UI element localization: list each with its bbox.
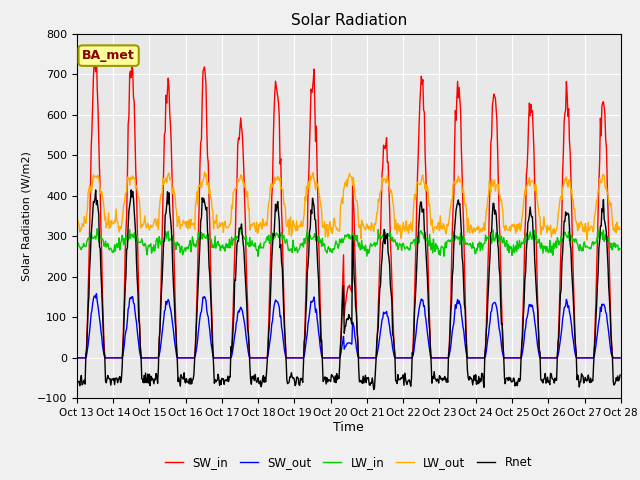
- LW_in: [223, 241, 230, 247]
- LW_out: [415, 181, 423, 187]
- Line: Rnet: Rnet: [77, 190, 620, 390]
- SW_out: [140, 355, 147, 361]
- Rnet: [195, 275, 202, 281]
- SW_in: [73, 355, 81, 361]
- LW_in: [432, 241, 440, 247]
- Rnet: [416, 205, 424, 211]
- LW_out: [194, 202, 202, 208]
- Rnet: [432, 376, 440, 382]
- Line: SW_out: SW_out: [77, 294, 620, 358]
- SW_in: [223, 355, 231, 361]
- SW_in: [431, 355, 439, 361]
- LW_out: [431, 224, 439, 229]
- SW_out: [431, 355, 439, 361]
- SW_in: [415, 123, 423, 129]
- LW_in: [416, 229, 424, 235]
- SW_in: [195, 228, 202, 234]
- Legend: SW_in, SW_out, LW_in, LW_out, Rnet: SW_in, SW_out, LW_in, LW_out, Rnet: [161, 452, 537, 474]
- LW_in: [83, 240, 90, 245]
- LW_out: [583, 237, 591, 243]
- Y-axis label: Solar Radiation (W/m2): Solar Radiation (W/m2): [21, 151, 31, 281]
- Title: Solar Radiation: Solar Radiation: [291, 13, 407, 28]
- LW_out: [223, 225, 231, 230]
- Rnet: [83, 348, 90, 353]
- SW_out: [83, 352, 90, 358]
- SW_in: [140, 355, 147, 361]
- SW_out: [223, 355, 231, 361]
- SW_in: [93, 49, 100, 55]
- SW_in: [616, 355, 624, 361]
- SW_out: [616, 355, 624, 361]
- SW_out: [73, 355, 81, 361]
- LW_out: [139, 223, 147, 229]
- Rnet: [127, 187, 135, 193]
- Rnet: [370, 387, 378, 393]
- LW_out: [73, 222, 81, 228]
- LW_out: [83, 213, 90, 219]
- Rnet: [223, 378, 231, 384]
- LW_out: [616, 226, 624, 232]
- LW_in: [363, 253, 371, 259]
- Rnet: [140, 380, 147, 385]
- SW_out: [93, 291, 100, 297]
- SW_out: [195, 328, 202, 334]
- Line: SW_in: SW_in: [77, 52, 620, 358]
- LW_in: [194, 237, 202, 243]
- LW_in: [616, 246, 624, 252]
- Line: LW_in: LW_in: [77, 228, 620, 256]
- X-axis label: Time: Time: [333, 421, 364, 434]
- Rnet: [616, 372, 624, 378]
- SW_out: [415, 306, 423, 312]
- Line: LW_out: LW_out: [77, 172, 620, 240]
- Text: BA_met: BA_met: [82, 49, 135, 62]
- LW_in: [236, 225, 244, 231]
- LW_in: [73, 244, 81, 250]
- SW_in: [83, 342, 90, 348]
- LW_out: [201, 169, 209, 175]
- LW_in: [139, 240, 147, 245]
- Rnet: [73, 375, 81, 381]
